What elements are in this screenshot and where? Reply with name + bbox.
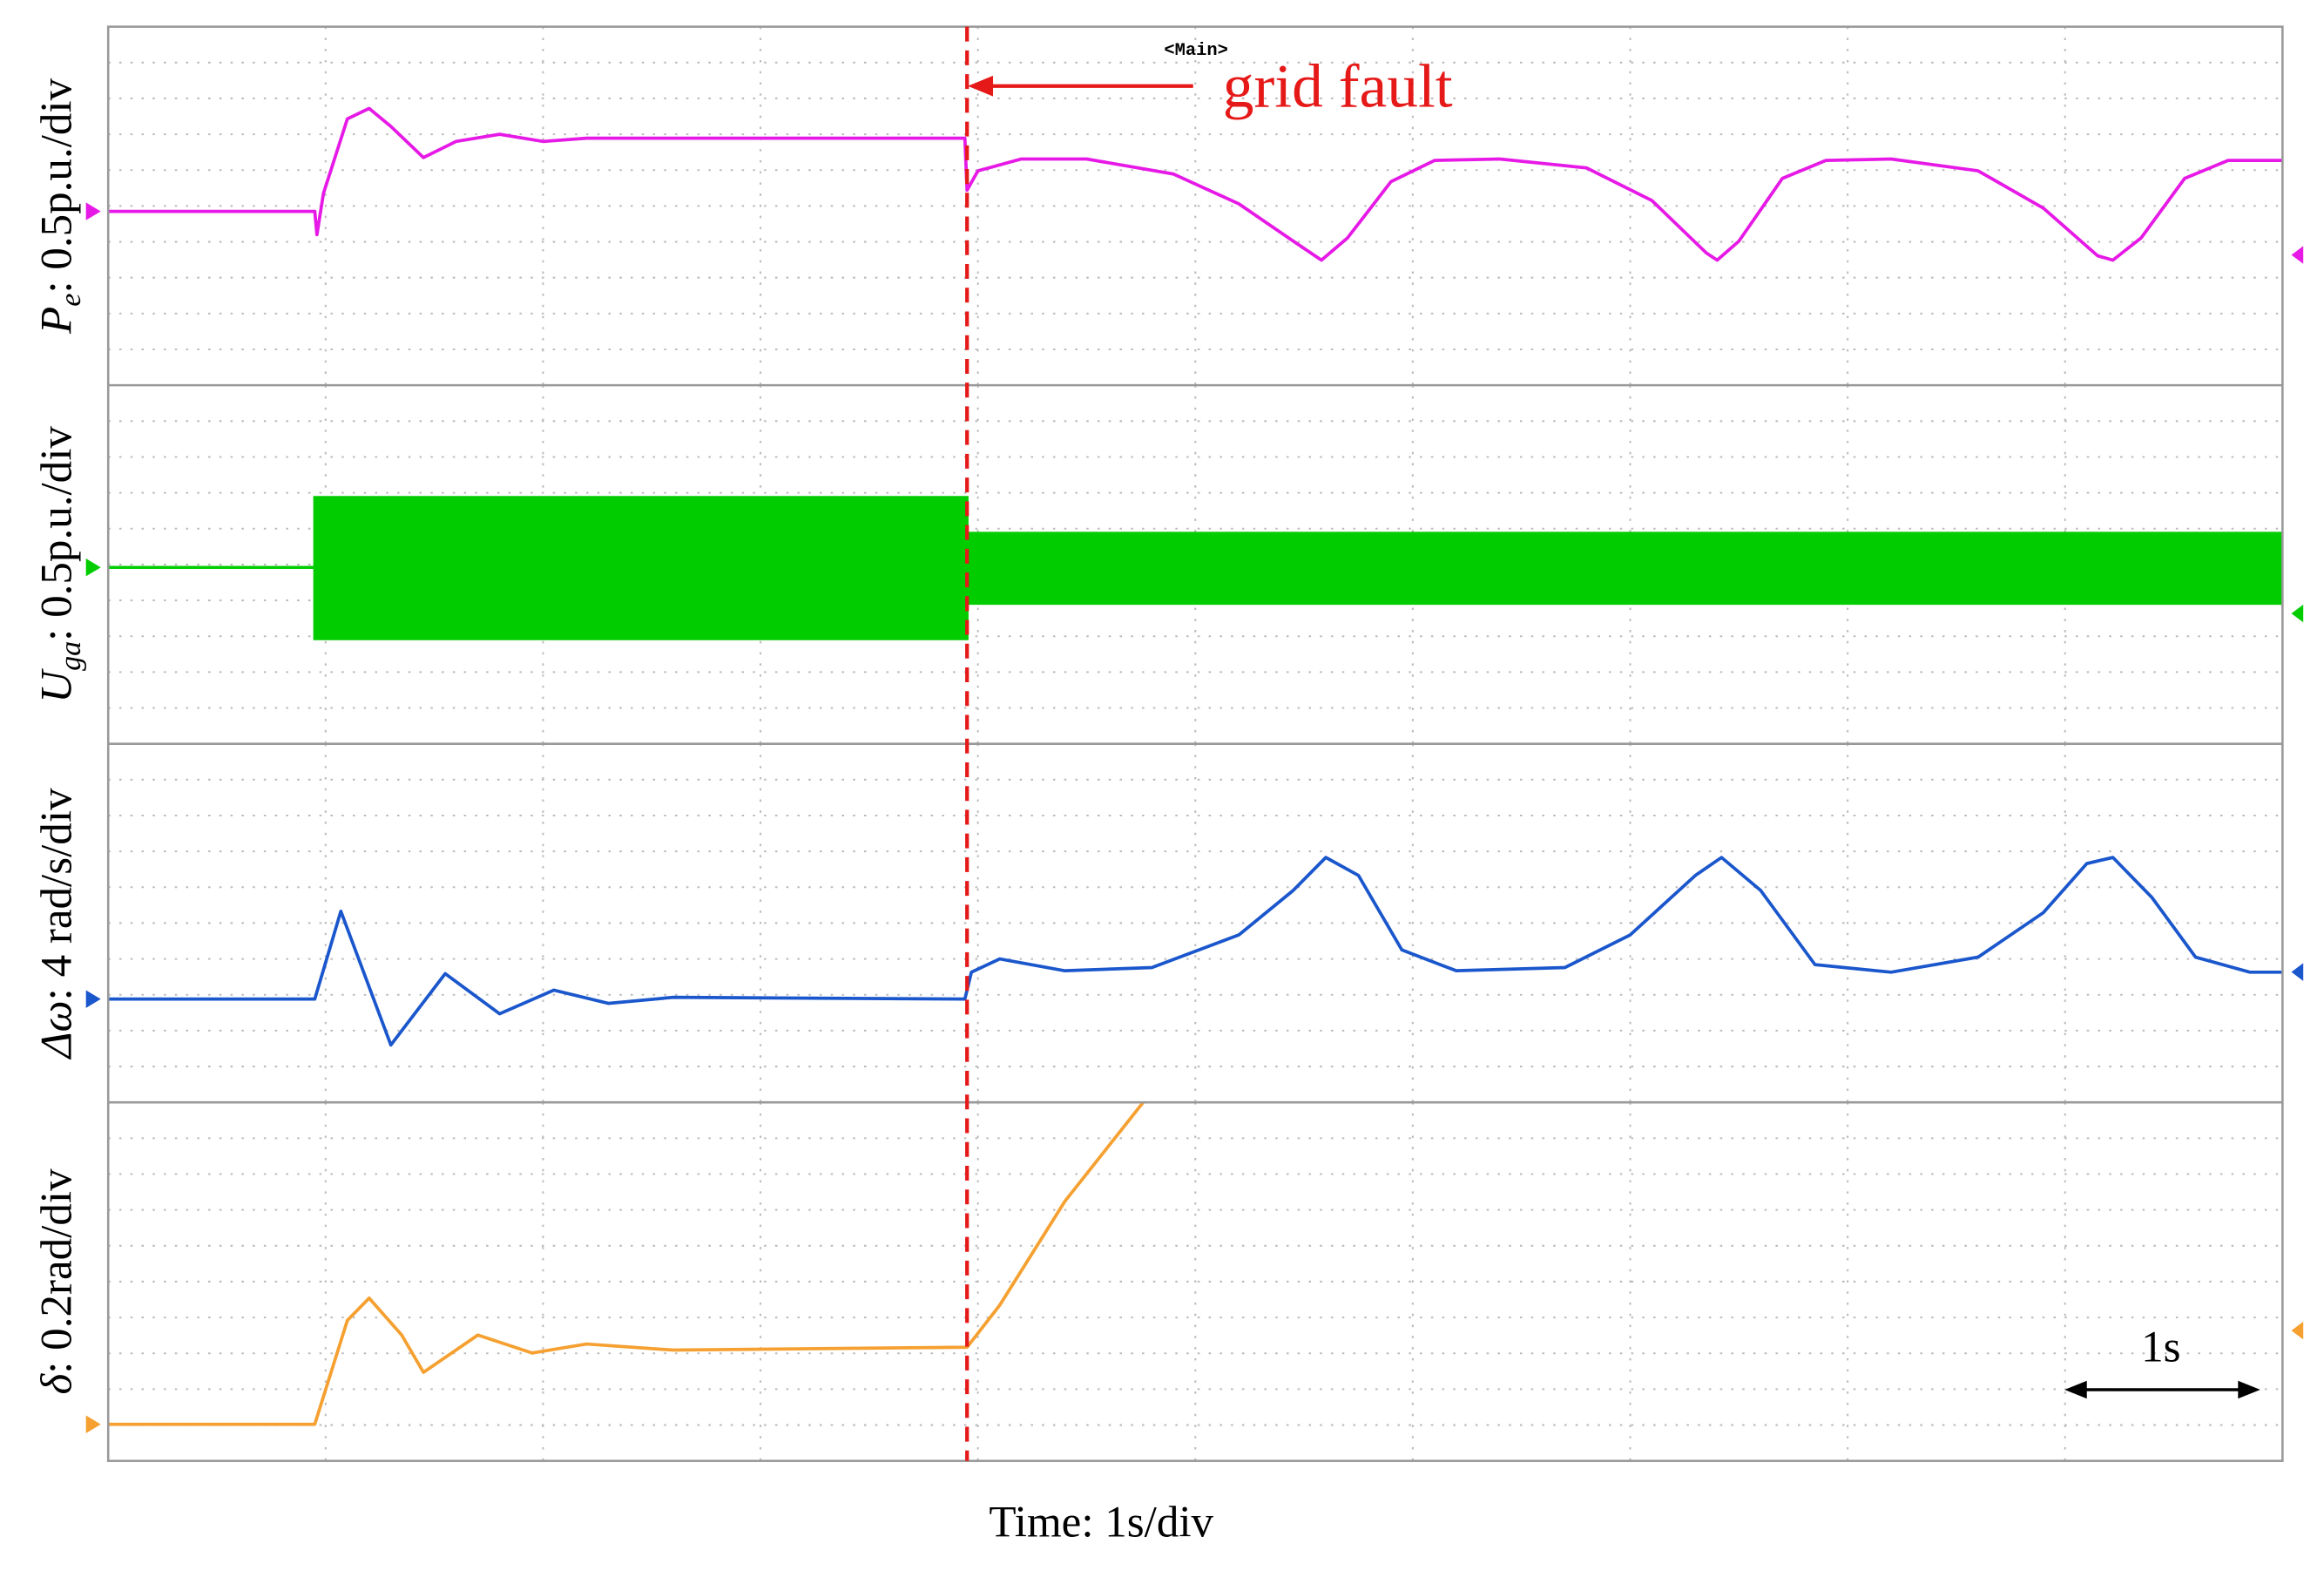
y-label-symbol: U: [33, 668, 82, 703]
trace-layer: [85, 106, 2304, 1433]
scale-bar-head: [2238, 1380, 2260, 1399]
y-axis-label: Uga: 0.5p.u./div: [33, 426, 87, 703]
ground-marker: [85, 990, 101, 1008]
y-axis-label: Δω: 4 rad/s/div: [33, 788, 82, 1059]
band-fill: [108, 497, 2283, 640]
scale-bar-head: [2064, 1380, 2087, 1399]
trace: [108, 1102, 1145, 1426]
channel-marker: [2291, 1321, 2304, 1340]
channel-marker: [2291, 246, 2304, 264]
scale-bar: [2064, 1380, 2260, 1399]
ground-marker: [85, 202, 101, 220]
y-label-subscript: e: [55, 294, 87, 307]
y-label-scale: : 0.5p.u./div: [33, 78, 82, 293]
scale-bar-label: 1s: [2141, 1323, 2180, 1372]
y-axis-label: δ: 0.2rad/div: [33, 1168, 82, 1395]
trace: [108, 856, 2283, 1047]
arrow-head: [968, 75, 994, 97]
y-label-scale: : 4 rad/s/div: [33, 788, 82, 1000]
trace: [108, 106, 2283, 262]
fault-label: grid fault: [1223, 52, 1453, 121]
y-axis-label: Pe: 0.5p.u./div: [33, 78, 87, 335]
y-label-symbol: Δω: [33, 1000, 82, 1059]
main-tag: <Main>: [1164, 41, 1227, 61]
y-label-symbol: δ: [33, 1373, 82, 1395]
ground-marker: [85, 558, 101, 577]
y-label-subscript: ga: [55, 641, 87, 671]
y-label-symbol: P: [33, 307, 82, 335]
fault-arrow: [968, 75, 1193, 97]
band-edge: [108, 565, 2283, 640]
ground-marker: [85, 1415, 101, 1433]
channel-marker: [2291, 963, 2304, 981]
x-axis-label: Time: 1s/div: [989, 1499, 1213, 1547]
y-label-scale: : 0.5p.u./div: [33, 426, 82, 641]
channel-marker: [2291, 604, 2304, 623]
y-label-scale: : 0.2rad/div: [33, 1168, 82, 1374]
